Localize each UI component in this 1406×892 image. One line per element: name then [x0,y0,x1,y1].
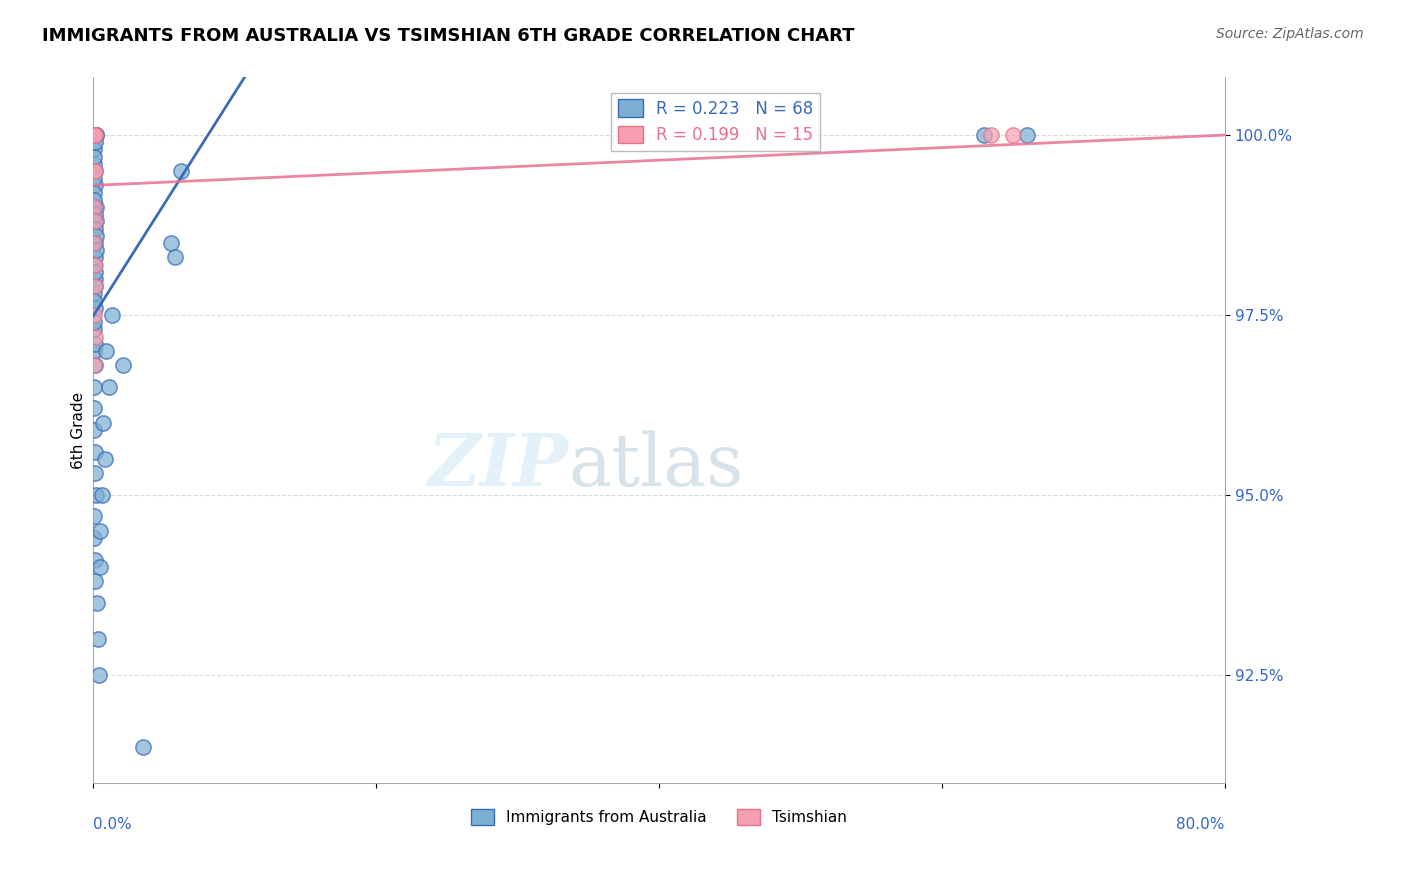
Point [83,279,105,293]
Point [84,200,107,214]
Point [83,235,105,250]
Legend: Immigrants from Australia, Tsimshian: Immigrants from Australia, Tsimshian [465,804,853,831]
Point [87,632,110,646]
Point [84,272,107,286]
Point [84,128,107,142]
Point [84,235,107,250]
Text: ZIP: ZIP [427,430,568,500]
Point [84,279,107,293]
Point [87,667,110,681]
Point [91,416,114,430]
Point [86,596,108,610]
Point [170,164,193,178]
Point [83,343,105,358]
Point [83,193,105,207]
Point [83,128,105,142]
Point [83,509,105,524]
Point [83,164,105,178]
Point [83,128,105,142]
Point [1001,128,1024,142]
Point [165,251,187,265]
Point [84,228,107,243]
Point [83,128,105,142]
Point [83,128,105,142]
Text: 80.0%: 80.0% [1177,817,1225,832]
Point [1015,128,1038,142]
Point [84,128,107,142]
Y-axis label: 6th Grade: 6th Grade [72,392,86,468]
Point [83,258,105,272]
Point [97,380,120,394]
Point [84,128,107,142]
Point [84,574,107,589]
Point [83,308,105,322]
Text: atlas: atlas [568,430,744,500]
Point [83,171,105,186]
Point [84,258,107,272]
Point [83,315,105,329]
Point [89,559,111,574]
Point [100,308,122,322]
Point [84,178,107,193]
Point [83,359,105,373]
Point [84,214,107,228]
Point [83,235,105,250]
Point [84,128,107,142]
Point [94,343,117,358]
Point [84,301,107,315]
Point [83,128,105,142]
Point [89,524,111,538]
Point [83,531,105,545]
Point [160,235,183,250]
Point [83,186,105,200]
Point [83,329,105,343]
Point [83,251,105,265]
Point [83,164,105,178]
Point [83,164,105,178]
Point [83,552,105,566]
Point [131,739,153,754]
Point [83,128,105,142]
Point [973,128,995,142]
Point [111,359,134,373]
Point [83,128,105,142]
Point [83,128,105,142]
Text: IMMIGRANTS FROM AUSTRALIA VS TSIMSHIAN 6TH GRADE CORRELATION CHART: IMMIGRANTS FROM AUSTRALIA VS TSIMSHIAN 6… [42,27,855,45]
Point [84,128,107,142]
Point [83,380,105,394]
Point [83,401,105,416]
Point [84,359,107,373]
Point [83,200,105,214]
Point [83,286,105,301]
Point [83,207,105,221]
Text: 0.0%: 0.0% [93,817,132,832]
Point [90,488,112,502]
Point [84,488,107,502]
Point [83,265,105,279]
Point [83,444,105,458]
Point [83,221,105,235]
Point [84,467,107,481]
Point [83,150,105,164]
Point [83,157,105,171]
Point [83,142,105,156]
Point [83,322,105,336]
Point [83,293,105,308]
Point [83,336,105,351]
Point [980,128,1002,142]
Point [83,214,105,228]
Text: Source: ZipAtlas.com: Source: ZipAtlas.com [1216,27,1364,41]
Point [83,423,105,437]
Point [84,135,107,149]
Point [93,451,115,466]
Point [84,243,107,257]
